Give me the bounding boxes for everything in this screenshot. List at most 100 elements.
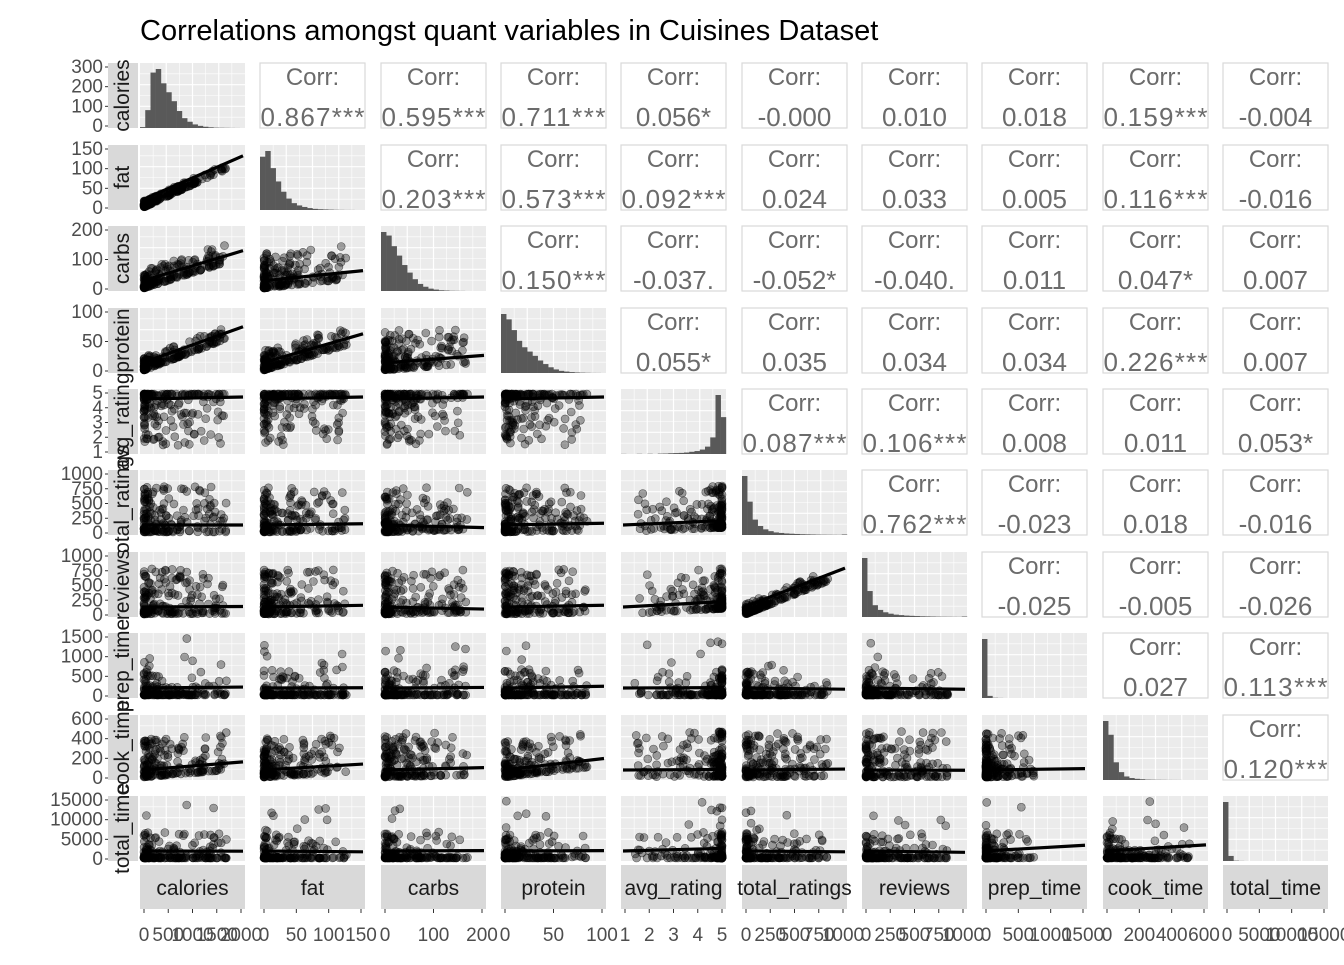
panel-protein-cook_time: Corr:0.226*** bbox=[1103, 308, 1208, 377]
scatter-point bbox=[388, 596, 396, 604]
scatter-point bbox=[162, 512, 170, 520]
corr-label: Corr: bbox=[1008, 146, 1061, 173]
corr-label: Corr: bbox=[768, 227, 821, 254]
scatter-point bbox=[528, 423, 536, 431]
hist-bar bbox=[302, 207, 307, 210]
hist-bar bbox=[543, 364, 548, 373]
scatter-point bbox=[455, 484, 463, 492]
scatter-point bbox=[166, 690, 174, 698]
panel-carbs-total_ratings: Corr:-0.052* bbox=[742, 226, 847, 295]
panel-protein-carbs bbox=[381, 308, 486, 374]
scatter-point bbox=[502, 591, 510, 599]
scatter-point bbox=[404, 350, 412, 358]
scatter-point bbox=[577, 505, 585, 513]
trend-line bbox=[383, 607, 484, 609]
scatter-point bbox=[325, 690, 333, 698]
scatter-point bbox=[718, 578, 726, 586]
panel-reviews-total_ratings bbox=[742, 552, 847, 618]
scatter-point bbox=[189, 657, 197, 665]
scatter-point bbox=[639, 609, 647, 617]
scatter-point bbox=[174, 591, 182, 599]
scatter-point bbox=[718, 603, 726, 611]
corr-value: 0.047* bbox=[1118, 265, 1193, 295]
hist-bar bbox=[281, 192, 286, 210]
scatter-point bbox=[411, 406, 419, 414]
scatter-point bbox=[297, 597, 305, 605]
hist-bar bbox=[161, 83, 166, 128]
scatter-point bbox=[213, 338, 221, 346]
scatter-point bbox=[176, 526, 184, 534]
scatter-point bbox=[423, 664, 431, 672]
scatter-point bbox=[509, 608, 517, 616]
scatter-point bbox=[329, 566, 337, 574]
panel-total_ratings-fat bbox=[260, 470, 365, 536]
corr-label: Corr: bbox=[407, 146, 460, 173]
corr-label: Corr: bbox=[1008, 553, 1061, 580]
panel-calories-total_ratings: Corr:-0.000 bbox=[742, 63, 847, 132]
hist-bar bbox=[904, 616, 909, 617]
scatter-point bbox=[695, 566, 703, 574]
hist-bar bbox=[512, 330, 517, 373]
scatter-point bbox=[189, 267, 197, 275]
hist-bar bbox=[276, 181, 281, 210]
hist-bar bbox=[925, 616, 930, 617]
scatter-point bbox=[639, 490, 647, 498]
scatter-point bbox=[179, 421, 187, 429]
hist-bar bbox=[700, 450, 705, 454]
corr-label: Corr: bbox=[527, 146, 580, 173]
corr-label: Corr: bbox=[768, 309, 821, 336]
scatter-point bbox=[146, 508, 154, 516]
panel-avg_rating-calories bbox=[140, 389, 245, 454]
scatter-point bbox=[525, 527, 533, 535]
hist-bar bbox=[286, 199, 291, 210]
corr-label: Corr: bbox=[647, 227, 700, 254]
scatter-point bbox=[462, 645, 470, 653]
panel-avg_rating-fat bbox=[260, 389, 365, 454]
scatter-point bbox=[160, 192, 168, 200]
hist-bar bbox=[878, 610, 883, 617]
panel-avg_rating-cook_time: Corr:0.011 bbox=[1103, 389, 1208, 458]
panel-total_ratings-protein bbox=[501, 470, 606, 536]
panel-total_ratings-avg_rating bbox=[621, 470, 726, 535]
scatter-point bbox=[417, 416, 425, 424]
corr-value: 0.092*** bbox=[622, 184, 726, 214]
scatter-point bbox=[426, 590, 434, 598]
scatter-point bbox=[153, 266, 161, 274]
trend-line bbox=[383, 397, 484, 399]
scatter-point bbox=[284, 516, 292, 524]
scatter-point bbox=[417, 583, 425, 591]
hist-bar bbox=[899, 615, 904, 617]
scatter-point bbox=[178, 413, 186, 421]
panel-reviews-total_time: Corr:-0.026 bbox=[1223, 552, 1328, 621]
scatter-point bbox=[552, 509, 560, 517]
hist-bar bbox=[392, 246, 397, 291]
scatter-point bbox=[449, 505, 457, 513]
scatter-point bbox=[271, 593, 279, 601]
hist-bar bbox=[763, 529, 768, 535]
scatter-point bbox=[440, 412, 448, 420]
hist-bar bbox=[318, 209, 323, 210]
scatter-point bbox=[695, 586, 703, 594]
scatter-point bbox=[221, 242, 229, 250]
scatter-point bbox=[642, 527, 650, 535]
scatter-point bbox=[450, 672, 458, 680]
scatter-point bbox=[279, 509, 287, 517]
scatter-point bbox=[320, 571, 328, 579]
scatter-point bbox=[214, 408, 222, 416]
scatter-point bbox=[575, 669, 583, 677]
panel-carbs-fat bbox=[260, 226, 365, 292]
scatter-point bbox=[152, 361, 160, 369]
scatter-point bbox=[562, 587, 570, 595]
corr-label: Corr: bbox=[1129, 227, 1182, 254]
corr-value: 0.087*** bbox=[743, 428, 847, 458]
hist-bar bbox=[842, 534, 847, 535]
scatter-point bbox=[207, 431, 215, 439]
scatter-point bbox=[425, 430, 433, 438]
panel-avg_rating-avg_rating bbox=[621, 389, 726, 454]
scatter-point bbox=[187, 594, 195, 602]
panel-fat-reviews: Corr:0.033 bbox=[862, 145, 967, 214]
scatter-point bbox=[177, 566, 185, 574]
scatter-point bbox=[306, 568, 314, 576]
scatter-point bbox=[298, 581, 306, 589]
corr-label: Corr: bbox=[1249, 227, 1302, 254]
